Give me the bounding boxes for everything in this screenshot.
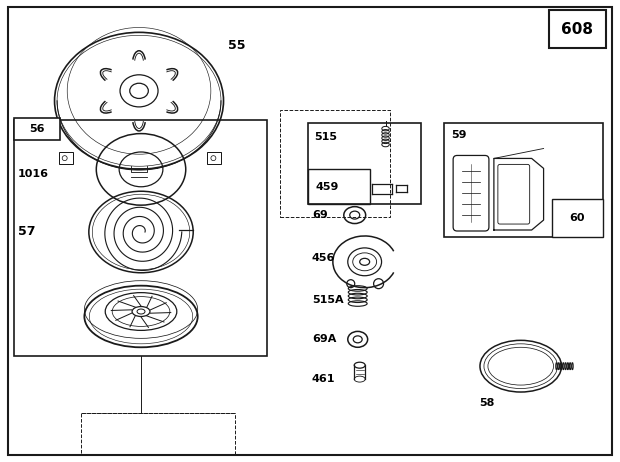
- Text: 459: 459: [316, 182, 339, 192]
- Text: 1016: 1016: [18, 170, 49, 179]
- Text: 57: 57: [18, 225, 35, 238]
- FancyBboxPatch shape: [552, 199, 603, 237]
- Text: 461: 461: [312, 374, 335, 384]
- Text: 608: 608: [561, 22, 593, 36]
- FancyBboxPatch shape: [14, 118, 60, 140]
- Text: 456: 456: [312, 253, 335, 263]
- Text: 56: 56: [29, 124, 45, 134]
- Text: 69A: 69A: [312, 334, 337, 344]
- FancyBboxPatch shape: [549, 10, 606, 48]
- Text: 515: 515: [314, 132, 337, 141]
- Text: 69: 69: [312, 210, 328, 220]
- Text: 55: 55: [229, 39, 246, 52]
- Text: 58: 58: [479, 398, 494, 408]
- Text: 59: 59: [451, 129, 467, 140]
- Text: 515A: 515A: [312, 295, 343, 304]
- Text: 60: 60: [570, 213, 585, 223]
